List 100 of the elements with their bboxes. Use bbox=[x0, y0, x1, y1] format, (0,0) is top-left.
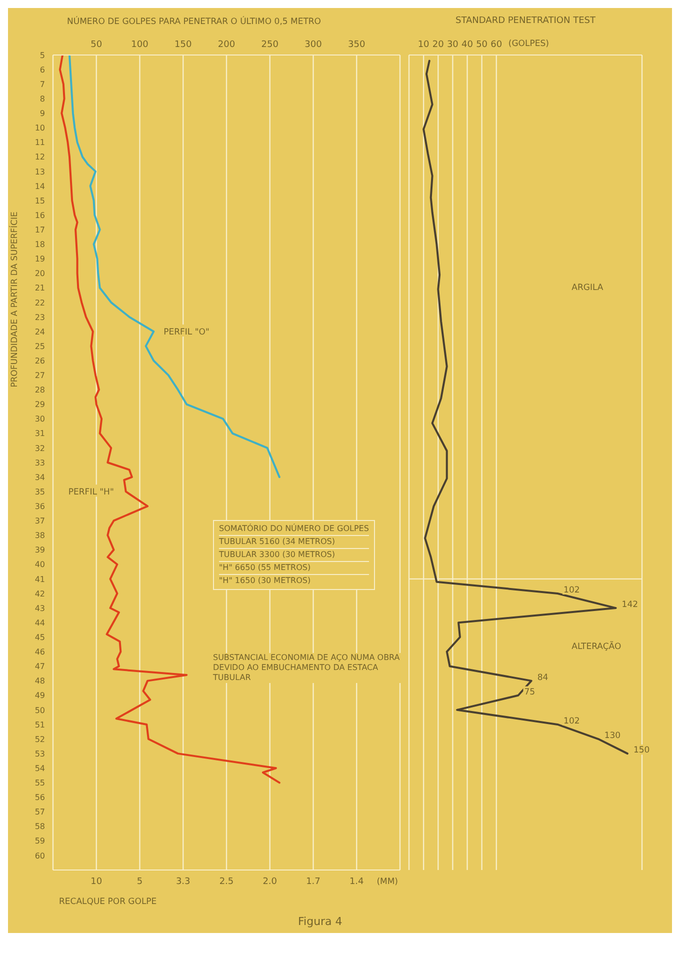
y-tick-label: 34 bbox=[34, 472, 45, 482]
y-tick-label: 57 bbox=[34, 808, 45, 817]
x-tick-label: 150 bbox=[174, 40, 192, 50]
y-tick-label: 60 bbox=[34, 851, 45, 860]
y-tick-label: 11 bbox=[34, 138, 45, 148]
x-axis-title: NÚMERO DE GOLPES PARA PENETRAR O ÚLTIMO 0,5 METRO bbox=[67, 16, 322, 27]
y-tick-label: 39 bbox=[34, 546, 45, 555]
y-tick-label: 9 bbox=[40, 109, 45, 118]
y-tick-label: 6 bbox=[40, 65, 45, 74]
y-tick-label: 45 bbox=[34, 632, 45, 642]
text: 2.0 bbox=[262, 877, 278, 887]
y-tick-label: 20 bbox=[34, 269, 45, 278]
x-tick-label: 20 bbox=[432, 40, 444, 50]
y-tick-label: 16 bbox=[34, 210, 45, 220]
y-tick-label: 37 bbox=[34, 516, 45, 526]
data-label: 142 bbox=[622, 600, 638, 610]
y-tick-label: 43 bbox=[34, 604, 45, 613]
y-tick-label: 24 bbox=[34, 327, 45, 336]
data-label: 102 bbox=[564, 585, 580, 596]
y-tick-label: 8 bbox=[40, 94, 45, 104]
text: 1.7 bbox=[306, 877, 320, 887]
annotation: TUBULAR 3300 (30 METROS) bbox=[219, 549, 369, 562]
y-tick-label: 21 bbox=[34, 284, 45, 293]
y-tick-label: 15 bbox=[34, 196, 45, 206]
y-tick-label: 28 bbox=[34, 386, 45, 395]
x-tick-label: 350 bbox=[348, 40, 366, 50]
y-tick-label: 36 bbox=[34, 502, 45, 511]
text: (MM) bbox=[376, 877, 398, 887]
y-tick-label: 49 bbox=[34, 691, 45, 700]
y-tick-label: 29 bbox=[34, 400, 45, 410]
text: 1.4 bbox=[349, 877, 364, 887]
annotation: ALTERAÇÃO bbox=[572, 642, 622, 652]
y-tick-label: 46 bbox=[34, 648, 45, 657]
y-axis-title: PROFUNDIDADE A PARTIR DA SUPERFÍCIE bbox=[9, 212, 20, 388]
y-tick-label: 48 bbox=[34, 676, 45, 686]
x-tick-label: 200 bbox=[218, 40, 236, 50]
x-tick-label: 50 bbox=[476, 40, 488, 50]
y-tick-label: 22 bbox=[34, 298, 45, 308]
text: 5 bbox=[136, 877, 143, 887]
y-tick-label: 13 bbox=[34, 167, 45, 176]
y-tick-label: 18 bbox=[34, 240, 45, 250]
data-label: 75 bbox=[524, 687, 536, 698]
text: 2.5 bbox=[219, 877, 234, 887]
y-tick-label: 35 bbox=[34, 487, 45, 496]
y-tick-label: 38 bbox=[34, 531, 45, 540]
y-tick-label: 42 bbox=[34, 589, 45, 598]
y-tick-label: 40 bbox=[34, 560, 45, 570]
y-tick-label: 52 bbox=[34, 734, 45, 744]
y-tick-label: 7 bbox=[40, 80, 45, 89]
y-tick-label: 33 bbox=[34, 458, 45, 468]
y-tick-label: 50 bbox=[34, 706, 45, 715]
y-tick-label: 44 bbox=[34, 618, 45, 628]
data-label: 102 bbox=[564, 716, 580, 726]
data-label: 130 bbox=[604, 731, 621, 742]
y-tick-label: 23 bbox=[34, 312, 45, 322]
x-tick-label: 10 bbox=[418, 40, 430, 50]
y-tick-label: 32 bbox=[34, 444, 45, 453]
annotation: SUBSTANCIAL ECONOMIA DE AÇO NUMA OBRA DEVIDO AO EMBUCHAMENTO DA ESTACA TUBULAR bbox=[213, 653, 403, 683]
annotation: SOMATÓRIO DO NÚMERO DE GOLPES bbox=[219, 523, 369, 536]
y-tick-label: 47 bbox=[34, 662, 45, 672]
series-label: PERFIL "H" bbox=[68, 488, 114, 498]
annotation: ARGILA bbox=[572, 283, 604, 294]
y-tick-label: 17 bbox=[34, 225, 45, 234]
x-tick-label: 250 bbox=[261, 40, 279, 50]
x-tick-label: 50 bbox=[90, 40, 102, 50]
annotation: TUBULAR 5160 (34 METROS) bbox=[219, 536, 369, 549]
y-tick-label: 5 bbox=[40, 50, 45, 60]
data-label: 84 bbox=[537, 672, 548, 683]
x-tick-label: 60 bbox=[490, 40, 502, 50]
y-tick-label: 58 bbox=[34, 822, 45, 832]
annotation: "H" 1650 (30 METROS) bbox=[219, 575, 312, 587]
y-tick-label: 31 bbox=[34, 429, 45, 438]
y-tick-label: 12 bbox=[34, 152, 45, 162]
y-tick-label: 27 bbox=[34, 371, 45, 380]
y-tick-label: 56 bbox=[34, 793, 45, 802]
y-tick-label: 19 bbox=[34, 254, 45, 264]
x2-axis-title: RECALQUE POR GOLPE bbox=[59, 897, 157, 907]
y-tick-label: 54 bbox=[34, 764, 45, 773]
y-tick-label: 26 bbox=[34, 356, 45, 366]
text: Figura 4 bbox=[298, 915, 342, 928]
text: 3.3 bbox=[176, 877, 190, 887]
y-tick-label: 53 bbox=[34, 749, 45, 758]
y-tick-label: 25 bbox=[34, 342, 45, 351]
y-tick-label: 10 bbox=[34, 124, 45, 133]
series-label: PERFIL "O" bbox=[164, 328, 210, 338]
y-tick-label: 30 bbox=[34, 414, 45, 424]
y-tick-label: 51 bbox=[34, 720, 45, 730]
x-tick-label: 300 bbox=[304, 40, 322, 50]
x-axis-title: (GOLPES) bbox=[508, 39, 549, 49]
x-tick-label: 30 bbox=[446, 40, 459, 50]
chart-title: STANDARD PENETRATION TEST bbox=[456, 16, 596, 26]
annotation: "H" 6650 (55 METROS) bbox=[219, 562, 369, 575]
x-tick-label: 100 bbox=[131, 40, 149, 50]
y-tick-label: 59 bbox=[34, 836, 45, 846]
y-tick-label: 14 bbox=[34, 182, 45, 191]
y-tick-label: 55 bbox=[34, 778, 45, 788]
data-label: 150 bbox=[633, 746, 650, 756]
x-tick-label: 40 bbox=[462, 40, 474, 50]
text: 10 bbox=[90, 877, 102, 887]
y-tick-label: 41 bbox=[34, 574, 45, 584]
